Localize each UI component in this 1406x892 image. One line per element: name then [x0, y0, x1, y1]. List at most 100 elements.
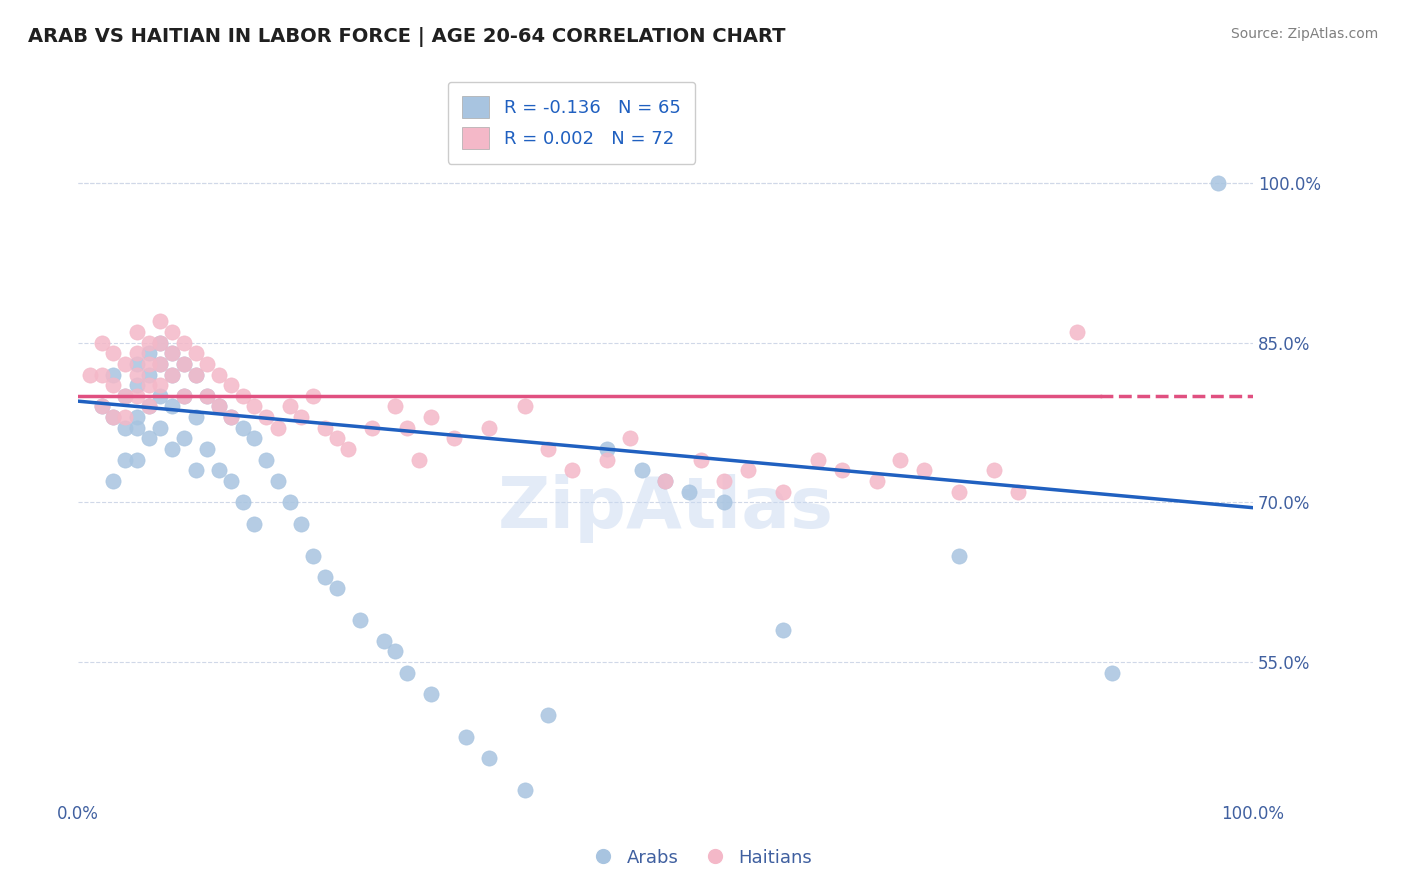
- Point: [138, 335, 160, 350]
- Point: [114, 389, 136, 403]
- Point: [596, 442, 619, 456]
- Point: [114, 357, 136, 371]
- Point: [807, 452, 830, 467]
- Point: [184, 463, 207, 477]
- Point: [243, 400, 266, 414]
- Point: [560, 463, 582, 477]
- Point: [195, 442, 218, 456]
- Point: [149, 421, 172, 435]
- Point: [208, 463, 231, 477]
- Legend: R = -0.136   N = 65, R = 0.002   N = 72: R = -0.136 N = 65, R = 0.002 N = 72: [449, 82, 695, 164]
- Point: [125, 410, 148, 425]
- Point: [349, 613, 371, 627]
- Point: [1066, 325, 1088, 339]
- Point: [314, 421, 336, 435]
- Point: [1007, 484, 1029, 499]
- Point: [149, 335, 172, 350]
- Point: [160, 368, 183, 382]
- Point: [1101, 665, 1123, 680]
- Point: [125, 421, 148, 435]
- Text: Source: ZipAtlas.com: Source: ZipAtlas.com: [1230, 27, 1378, 41]
- Point: [290, 516, 312, 531]
- Point: [195, 357, 218, 371]
- Point: [373, 633, 395, 648]
- Point: [325, 432, 347, 446]
- Point: [948, 549, 970, 563]
- Point: [138, 368, 160, 382]
- Point: [219, 410, 242, 425]
- Point: [537, 708, 560, 723]
- Point: [160, 368, 183, 382]
- Text: ZipAtlas: ZipAtlas: [498, 474, 834, 542]
- Point: [173, 335, 195, 350]
- Point: [149, 314, 172, 328]
- Point: [173, 389, 195, 403]
- Legend: Arabs, Haitians: Arabs, Haitians: [586, 841, 820, 874]
- Point: [149, 378, 172, 392]
- Point: [173, 432, 195, 446]
- Point: [149, 389, 172, 403]
- Point: [103, 410, 125, 425]
- Point: [138, 346, 160, 360]
- Point: [419, 687, 441, 701]
- Point: [219, 474, 242, 488]
- Point: [454, 730, 477, 744]
- Point: [114, 410, 136, 425]
- Point: [384, 644, 406, 658]
- Point: [290, 410, 312, 425]
- Point: [713, 495, 735, 509]
- Point: [408, 452, 430, 467]
- Point: [278, 495, 301, 509]
- Point: [125, 452, 148, 467]
- Point: [513, 400, 536, 414]
- Point: [267, 421, 290, 435]
- Point: [654, 474, 676, 488]
- Point: [79, 368, 101, 382]
- Point: [208, 400, 231, 414]
- Point: [173, 357, 195, 371]
- Point: [138, 378, 160, 392]
- Point: [302, 549, 325, 563]
- Point: [103, 368, 125, 382]
- Point: [195, 389, 218, 403]
- Point: [103, 346, 125, 360]
- Point: [103, 410, 125, 425]
- Point: [267, 474, 290, 488]
- Point: [195, 389, 218, 403]
- Point: [254, 410, 277, 425]
- Point: [678, 484, 700, 499]
- Point: [619, 432, 641, 446]
- Point: [160, 325, 183, 339]
- Point: [631, 463, 654, 477]
- Point: [103, 378, 125, 392]
- Point: [232, 421, 254, 435]
- Point: [125, 378, 148, 392]
- Point: [337, 442, 360, 456]
- Point: [125, 325, 148, 339]
- Text: ARAB VS HAITIAN IN LABOR FORCE | AGE 20-64 CORRELATION CHART: ARAB VS HAITIAN IN LABOR FORCE | AGE 20-…: [28, 27, 786, 46]
- Point: [478, 421, 501, 435]
- Point: [314, 570, 336, 584]
- Point: [772, 623, 794, 637]
- Point: [772, 484, 794, 499]
- Point: [138, 432, 160, 446]
- Point: [654, 474, 676, 488]
- Point: [138, 400, 160, 414]
- Point: [831, 463, 853, 477]
- Point: [232, 389, 254, 403]
- Point: [90, 400, 112, 414]
- Point: [184, 346, 207, 360]
- Point: [184, 410, 207, 425]
- Point: [160, 442, 183, 456]
- Point: [125, 357, 148, 371]
- Point: [278, 400, 301, 414]
- Point: [149, 335, 172, 350]
- Point: [149, 357, 172, 371]
- Point: [160, 346, 183, 360]
- Point: [713, 474, 735, 488]
- Point: [125, 368, 148, 382]
- Point: [889, 452, 911, 467]
- Point: [208, 368, 231, 382]
- Point: [114, 389, 136, 403]
- Point: [243, 432, 266, 446]
